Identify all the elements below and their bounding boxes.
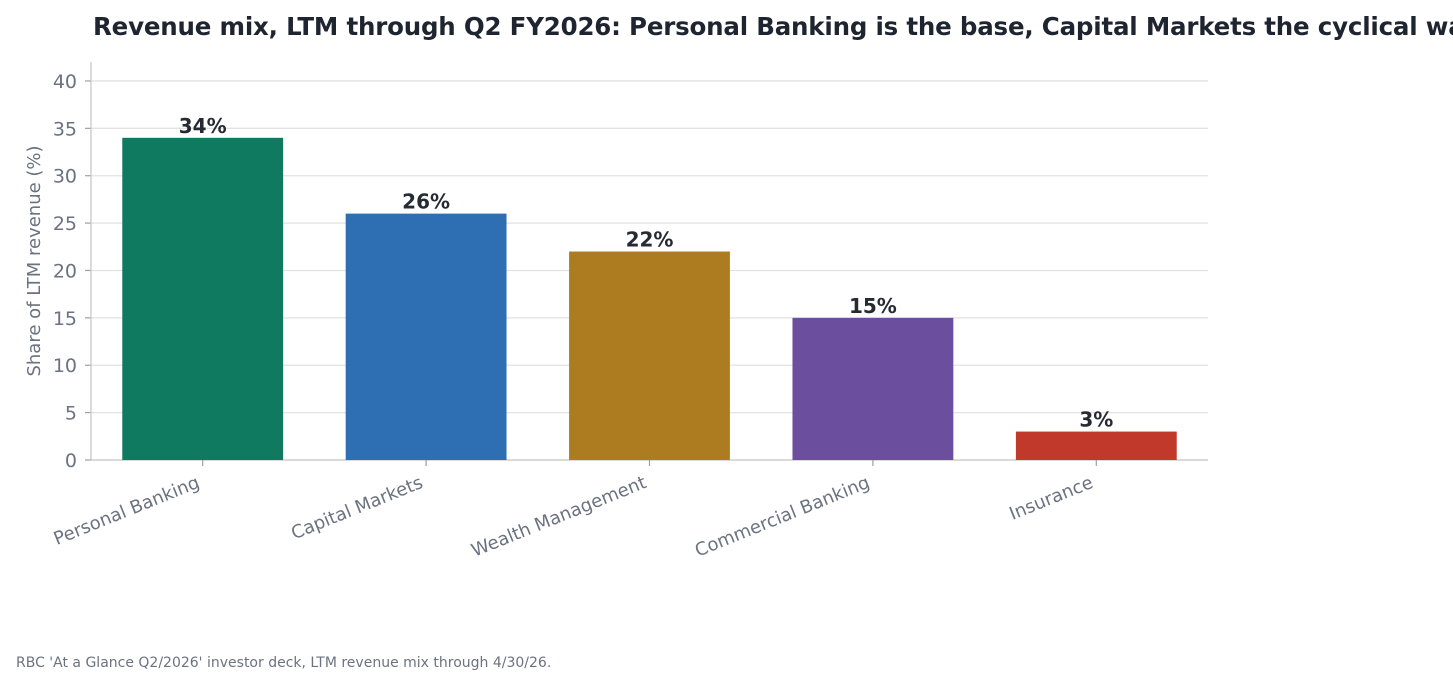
data-labels: 34% 26% 22% 15% 3% xyxy=(179,114,1114,432)
data-label-capital-markets: 26% xyxy=(402,190,450,214)
y-tick-label: 25 xyxy=(53,213,77,235)
x-tick-label-insurance: Insurance xyxy=(1006,472,1096,525)
data-label-wealth-management: 22% xyxy=(626,228,674,252)
x-tick-label-commercial-banking: Commercial Banking xyxy=(692,472,873,561)
x-tick-label-capital-markets: Capital Markets xyxy=(288,472,426,544)
bars xyxy=(122,137,1177,461)
y-tick-label: 20 xyxy=(53,260,77,282)
bar-personal-banking xyxy=(122,137,284,461)
data-label-insurance: 3% xyxy=(1079,408,1113,432)
y-tick-label: 10 xyxy=(53,355,77,377)
data-label-personal-banking: 34% xyxy=(179,114,227,138)
bar-capital-markets xyxy=(345,213,507,460)
source-note: RBC 'At a Glance Q2/2026' investor deck,… xyxy=(16,655,552,671)
x-tick-label-wealth-management: Wealth Management xyxy=(468,472,649,561)
bar-insurance xyxy=(1015,431,1177,460)
y-tick-label: 15 xyxy=(53,308,77,330)
x-tick-label-personal-banking: Personal Banking xyxy=(51,472,203,550)
y-axis-label: Share of LTM revenue (%) xyxy=(24,145,45,376)
data-label-commercial-banking: 15% xyxy=(849,294,897,318)
chart-title: Revenue mix, LTM through Q2 FY2026: Pers… xyxy=(93,12,1453,41)
bar-commercial-banking xyxy=(792,317,954,460)
y-tick-label: 40 xyxy=(53,71,77,93)
y-tick-label: 5 xyxy=(65,403,77,425)
x-tick-labels: Personal Banking Capital Markets Wealth Ma… xyxy=(51,472,1096,561)
y-tick-label: 0 xyxy=(65,450,77,472)
bar-wealth-management xyxy=(569,251,730,460)
y-tick-label: 30 xyxy=(53,166,77,188)
y-tick-label: 35 xyxy=(53,118,77,140)
